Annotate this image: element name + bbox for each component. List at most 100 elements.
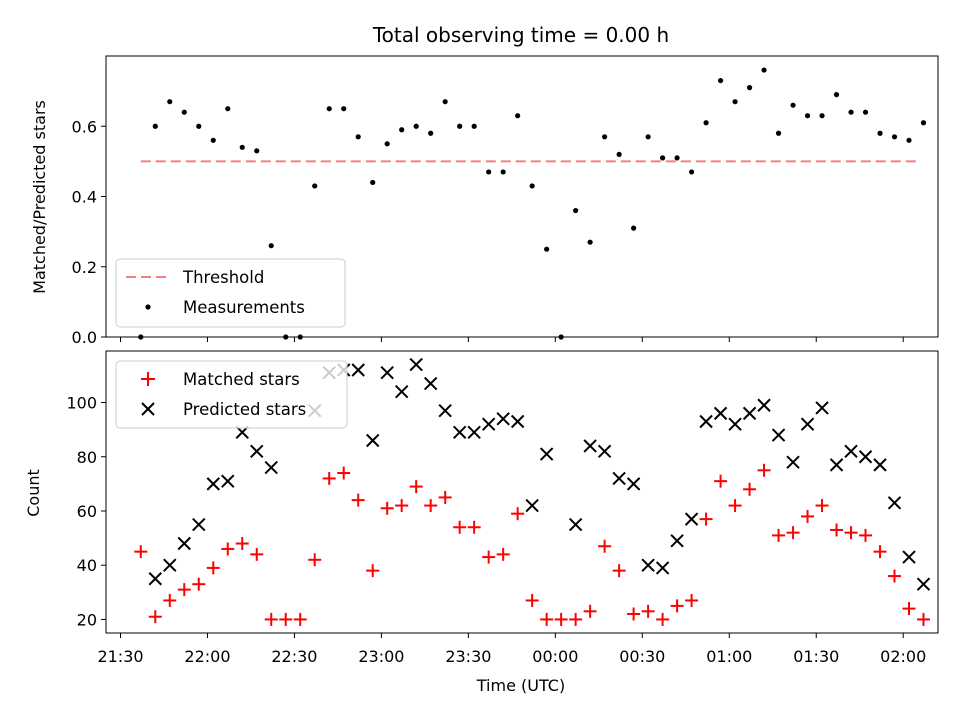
- top-plot-frame: [105, 55, 939, 338]
- predicted-star-point: [626, 477, 641, 491]
- measurement-point: [746, 85, 753, 91]
- predicted-star-point: [467, 425, 481, 440]
- predicted-star-point: [250, 444, 264, 459]
- predicted-star-point: [699, 414, 713, 429]
- measurement-point: [239, 144, 245, 150]
- predicted-star-point: [655, 561, 670, 575]
- bottom-y-ticks: 20 40 60 80 100: [66, 394, 106, 629]
- matched-star-point: [496, 547, 510, 561]
- bottom-y-axis-label: Count: [24, 469, 43, 517]
- bottom-legend: Matched stars Predicted stars: [115, 360, 348, 429]
- matched-star-point: [308, 553, 322, 567]
- measurement-point: [602, 134, 608, 140]
- measurement-point: [877, 130, 883, 136]
- measurement-point: [891, 134, 898, 140]
- matched-star-point: [366, 564, 380, 578]
- measurement-point: [341, 106, 347, 112]
- measurement-point: [804, 113, 811, 119]
- matched-star-point: [293, 612, 307, 626]
- matched-star-point: [148, 610, 162, 624]
- x-tick-label: 22:30: [271, 647, 317, 666]
- predicted-star-point: [365, 433, 380, 448]
- matched-star-point: [467, 520, 481, 534]
- matched-star-point: [641, 604, 655, 618]
- matched-stars-points: [134, 463, 931, 626]
- y-tick-label: 0.4: [72, 188, 97, 207]
- predicted-star-point: [757, 398, 771, 412]
- x-tick-label: 21:30: [97, 647, 143, 666]
- predicted-star-point: [206, 477, 220, 491]
- measurement-point: [471, 123, 477, 129]
- matched-star-point: [409, 480, 423, 494]
- matched-star-point: [264, 612, 278, 626]
- x-tick-label: 00:30: [619, 647, 665, 666]
- matched-star-point: [351, 493, 365, 507]
- measurement-point: [587, 239, 593, 245]
- measurement-point: [819, 113, 825, 119]
- predicted-star-point: [873, 458, 887, 472]
- measurement-point: [225, 106, 231, 112]
- predicted-star-point: [800, 417, 815, 431]
- y-tick-label: 60: [77, 502, 97, 521]
- predicted-star-point: [829, 458, 844, 472]
- predicted-star-point: [539, 447, 554, 461]
- y-tick-label: 0.6: [72, 117, 97, 136]
- matched-star-point: [656, 612, 670, 626]
- chart-title: Total observing time = 0.00 h: [372, 23, 669, 47]
- measurement-point: [833, 92, 840, 98]
- matched-star-point: [598, 539, 612, 553]
- matched-star-point: [888, 569, 902, 583]
- matched-star-point: [801, 509, 815, 523]
- predicted-star-point: [380, 365, 394, 380]
- predicted-star-point: [916, 577, 931, 591]
- matched-star-point: [569, 612, 583, 626]
- measurement-point: [486, 169, 492, 175]
- predicted-star-point: [192, 517, 206, 532]
- measurement-point: [659, 155, 666, 161]
- predicted-star-point: [786, 455, 800, 469]
- legend-measurements-label: Measurements: [183, 298, 305, 317]
- measurement-point: [210, 137, 216, 143]
- bottom-plot-frame: [105, 350, 939, 634]
- measurement-point: [616, 151, 622, 157]
- y-tick-label: 0.2: [72, 258, 97, 277]
- measurement-point: [703, 120, 709, 126]
- legend-matched-swatch: [141, 372, 155, 386]
- matched-star-point: [627, 607, 641, 621]
- matched-star-point: [525, 593, 539, 607]
- y-tick-label: 40: [77, 556, 97, 575]
- top-legend-box: [115, 258, 346, 328]
- measurement-point: [196, 123, 202, 129]
- predicted-star-point: [670, 534, 684, 548]
- y-tick-label: 100: [66, 394, 97, 413]
- predicted-star-point: [481, 417, 496, 431]
- measurement-point: [399, 127, 405, 133]
- x-tick-label: 01:00: [706, 647, 752, 666]
- measurement-point: [848, 109, 854, 115]
- predicted-star-point: [684, 512, 699, 526]
- legend-measurements-swatch: [145, 304, 151, 310]
- matched-star-point: [221, 542, 235, 556]
- matched-star-point: [685, 593, 699, 607]
- matched-star-point: [902, 602, 916, 616]
- matched-star-point: [844, 526, 858, 540]
- matched-star-point: [322, 471, 336, 485]
- matched-star-point: [250, 547, 264, 561]
- predicted-star-point: [394, 384, 409, 399]
- predicted-star-point: [597, 444, 612, 459]
- measurement-point: [442, 99, 448, 105]
- measurement-point: [254, 148, 260, 154]
- matched-star-point: [786, 526, 800, 540]
- bottom-panel-counts: 20 40 60 80 100 21:30 22:00 22:30 23:00 23:30 00:…: [24, 350, 939, 695]
- x-axis-label: Time (UTC): [476, 676, 565, 695]
- matched-star-point: [728, 499, 742, 513]
- predicted-star-point: [409, 357, 423, 372]
- matched-star-point: [337, 466, 351, 480]
- measurement-point: [457, 123, 463, 129]
- measurement-point: [544, 246, 550, 252]
- measurement-point: [152, 123, 158, 129]
- matched-star-point: [612, 564, 626, 578]
- predicted-star-point: [525, 498, 539, 513]
- top-legend: Threshold Measurements: [115, 258, 346, 328]
- matched-star-point: [743, 482, 757, 496]
